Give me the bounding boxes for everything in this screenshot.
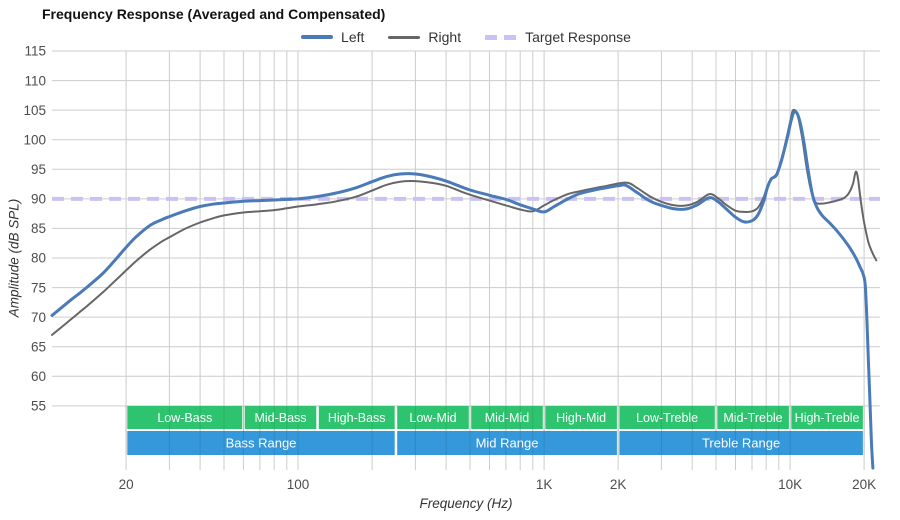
band-mid-bass: [244, 406, 317, 429]
band-label: Low-Bass: [157, 411, 212, 425]
band-label: High-Bass: [328, 411, 386, 425]
y-tick-label: 85: [31, 221, 46, 236]
left-line-swatch: [301, 35, 334, 39]
x-tick-label: 20: [119, 477, 134, 492]
y-tick-label: 80: [31, 251, 46, 266]
legend-item-right: Right: [388, 29, 461, 45]
band-label: High-Mid: [556, 411, 606, 425]
band-low-treble: [619, 406, 715, 429]
band-bass-range: [127, 431, 395, 455]
band-mid-range: [397, 431, 617, 455]
y-tick-label: 90: [31, 192, 46, 207]
right-curve: [51, 108, 878, 336]
legend: Left Right Target Response: [52, 27, 880, 47]
band-mid-mid: [471, 406, 543, 429]
right-line-swatch: [388, 35, 421, 39]
y-tick-labels: 55 60 65 70 75 80 85 90 95 100 105 110 115: [23, 44, 46, 414]
y-tick-label: 110: [24, 73, 46, 88]
y-tick-label: 70: [31, 310, 46, 325]
y-tick-label: 95: [31, 162, 46, 177]
x-tick-label: 2K: [610, 477, 627, 492]
band-high-bass: [318, 406, 395, 429]
x-tick-labels: 20 100 1K 2K 10K 20K: [119, 477, 877, 492]
band-label: Treble Range: [702, 435, 780, 450]
band-low-mid: [397, 406, 469, 429]
y-tick-label: 55: [31, 399, 46, 414]
x-axis-title: Frequency (Hz): [419, 496, 513, 511]
target-line-swatch: [485, 34, 518, 40]
legend-label-left: Left: [341, 29, 365, 45]
y-tick-label: 100: [23, 132, 46, 147]
y-tick-label: 115: [24, 44, 46, 59]
band-mid-treble: [717, 406, 789, 429]
frequency-range-bands: Low-Bass Mid-Bass High-Bass Low-Mid Mid-Mid H…: [127, 406, 863, 455]
y-tick-label: 60: [31, 369, 46, 384]
y-tick-label: 105: [23, 103, 46, 118]
left-curve: [50, 110, 875, 470]
band-label: Low-Mid: [409, 411, 456, 425]
y-tick-label: 75: [31, 280, 46, 295]
y-tick-label: 65: [31, 339, 46, 354]
band-high-mid: [545, 406, 617, 429]
band-label: High-Treble: [795, 411, 860, 425]
y-axis-title: Amplitude (dB SPL): [6, 198, 22, 318]
x-tick-label: 20K: [852, 477, 876, 492]
band-label: Mid-Mid: [485, 411, 529, 425]
band-label: Low-Treble: [636, 411, 698, 425]
horizontal-gridlines: [52, 50, 880, 407]
band-treble-range: [619, 431, 863, 455]
band-gridline-overlay: [125, 406, 865, 455]
band-label: Mid-Bass: [254, 411, 306, 425]
x-tick-label: 100: [287, 477, 310, 492]
legend-label-target: Target Response: [525, 29, 631, 45]
band-low-bass: [127, 406, 243, 429]
x-tick-label: 10K: [778, 477, 802, 492]
band-label: Bass Range: [226, 435, 297, 450]
legend-label-right: Right: [428, 29, 462, 45]
band-label: Mid-Treble: [723, 411, 782, 425]
chart-title: Frequency Response (Averaged and Compens…: [42, 6, 386, 22]
x-tick-label: 1K: [536, 477, 553, 492]
legend-item-target: Target Response: [485, 29, 631, 45]
legend-item-left: Left: [301, 29, 364, 45]
band-label: Mid Range: [476, 435, 539, 450]
band-high-treble: [791, 406, 863, 429]
